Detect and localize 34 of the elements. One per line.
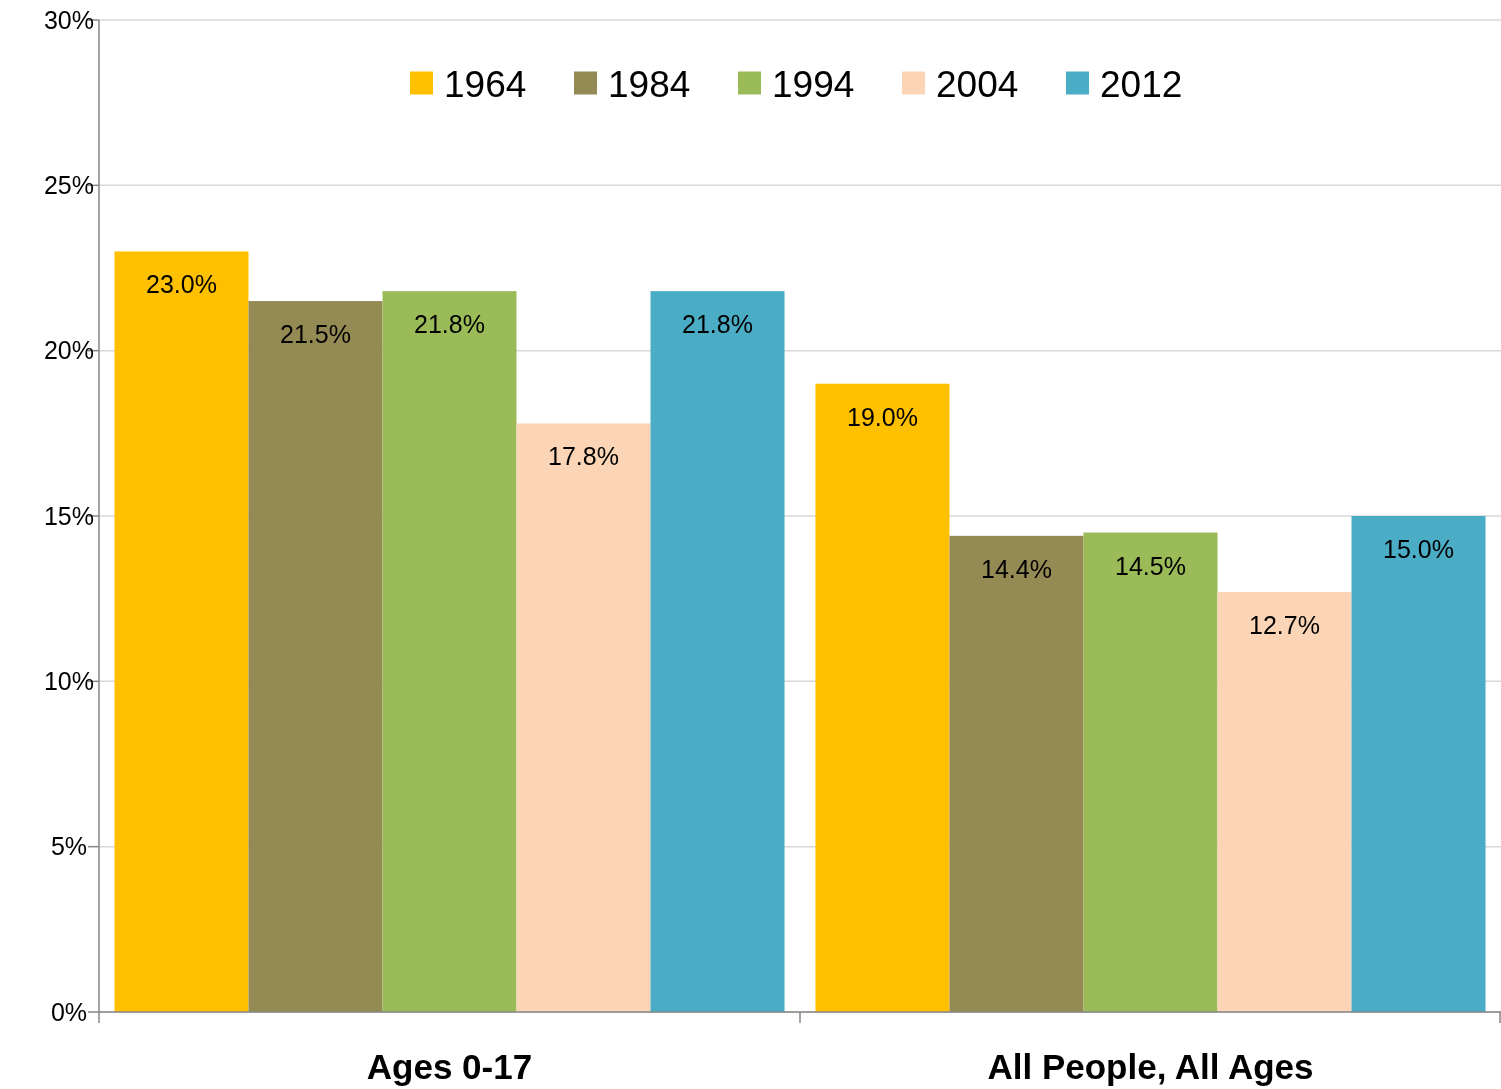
bar [248,301,383,1012]
data-label: 14.4% [981,554,1052,583]
data-label: 14.5% [1115,551,1186,580]
y-tick-label: 10% [43,667,95,696]
legend-label: 1964 [444,63,527,105]
legend-label: 1994 [772,63,855,105]
bar [114,251,249,1012]
data-label: 19.0% [847,402,918,431]
data-label: 15.0% [1383,535,1454,563]
data-label: 21.8% [682,310,753,339]
data-label: 21.5% [280,320,351,349]
legend-label: 1984 [608,63,691,105]
bar [815,383,950,1012]
bar [949,535,1084,1012]
y-tick-label: 0% [50,997,88,1026]
bar [1351,516,1486,1012]
y-tick-label: 5% [50,832,88,861]
y-tick-label: 30% [43,5,95,34]
y-tick-label: 25% [43,171,95,200]
data-label: 12.7% [1249,611,1320,640]
legend-label: 2012 [1100,63,1183,105]
bar [516,423,651,1012]
bar [382,291,517,1012]
bar [1083,532,1218,1012]
data-label: 23.0% [146,270,217,299]
y-tick-label: 20% [43,336,95,365]
legend-label: 2004 [936,63,1019,105]
x-tick-label: All People, All Ages [987,1047,1314,1086]
data-label: 21.8% [414,310,485,339]
x-tick-label: Ages 0-17 [366,1047,533,1086]
bar [1217,592,1352,1012]
data-label: 17.8% [548,442,619,471]
bar [650,291,785,1012]
y-tick-label: 15% [43,501,95,530]
